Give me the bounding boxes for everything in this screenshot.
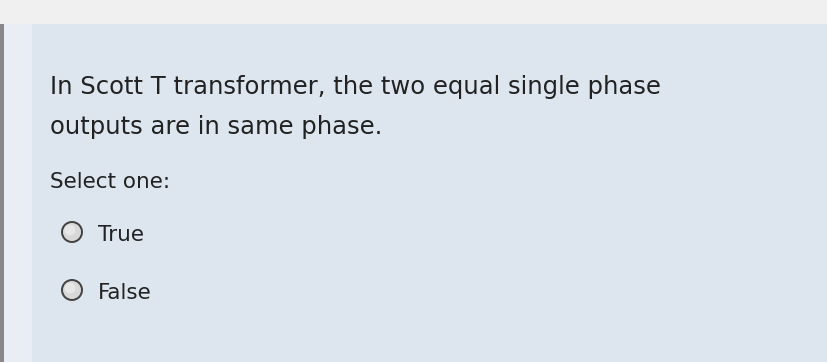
FancyBboxPatch shape: [4, 24, 32, 362]
Text: True: True: [98, 225, 144, 245]
Circle shape: [65, 283, 75, 293]
Text: Select one:: Select one:: [50, 172, 170, 192]
FancyBboxPatch shape: [0, 0, 827, 24]
Circle shape: [63, 223, 81, 241]
Circle shape: [63, 281, 81, 299]
Circle shape: [61, 221, 83, 243]
Text: outputs are in same phase.: outputs are in same phase.: [50, 115, 382, 139]
Text: False: False: [98, 283, 151, 303]
Circle shape: [65, 224, 75, 235]
Circle shape: [61, 279, 83, 301]
FancyBboxPatch shape: [0, 24, 4, 362]
Text: In Scott T transformer, the two equal single phase: In Scott T transformer, the two equal si…: [50, 75, 660, 99]
